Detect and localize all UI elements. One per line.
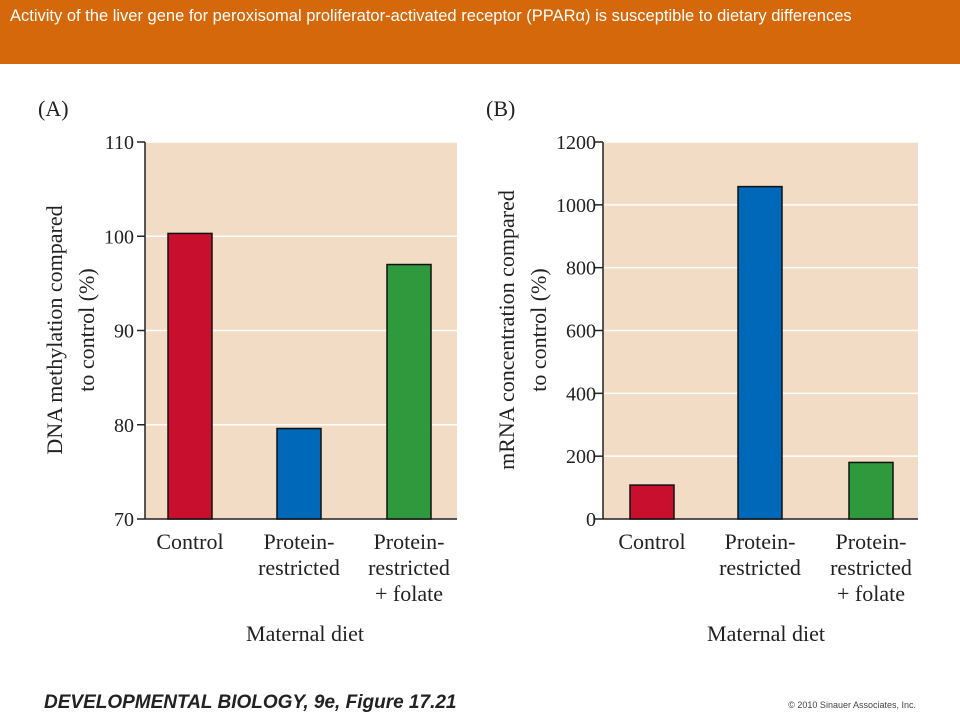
x-category-label: restricted	[719, 555, 801, 580]
y-tick-label: 200	[566, 446, 596, 468]
bar	[848, 461, 894, 520]
y-tick-label: 400	[566, 383, 596, 405]
y-tick-label: 110	[105, 132, 134, 154]
x-category-label: Protein-	[836, 529, 907, 554]
x-category-label: restricted	[830, 555, 912, 580]
figure-caption: DEVELOPMENTAL BIOLOGY, 9e, Figure 17.21	[44, 692, 457, 713]
y-axis-title: to control (%)	[526, 268, 551, 391]
y-tick-label: 800	[566, 258, 596, 280]
x-category-label: restricted	[368, 555, 450, 580]
x-category-label: + folate	[837, 581, 905, 606]
x-category-label: Protein-	[264, 529, 335, 554]
x-category-label: Protein-	[725, 529, 796, 554]
bar	[629, 484, 675, 520]
x-category-label: Protein-	[374, 529, 445, 554]
y-tick-label: 100	[104, 226, 134, 248]
y-tick-label: 1000	[556, 195, 596, 217]
panel-label: (A)	[38, 96, 69, 121]
slide-title: Activity of the liver gene for peroxisom…	[10, 7, 852, 25]
x-category-label: restricted	[258, 555, 340, 580]
slide-title-banner: Activity of the liver gene for peroxisom…	[0, 0, 960, 64]
y-axis-title: to control (%)	[74, 268, 99, 391]
y-tick-label: 90	[114, 321, 134, 343]
panel-label: (B)	[486, 96, 515, 121]
x-axis-title: Maternal diet	[246, 621, 364, 646]
y-tick-label: 600	[566, 321, 596, 343]
y-tick-label: 80	[114, 415, 134, 437]
y-tick-label: 1200	[556, 132, 596, 154]
y-tick-label: 0	[586, 509, 596, 531]
bar	[167, 232, 213, 520]
bar	[737, 185, 783, 520]
x-axis-title: Maternal diet	[707, 621, 825, 646]
bar	[276, 427, 322, 520]
x-category-label: Control	[156, 529, 223, 554]
bar	[386, 263, 432, 520]
y-axis-title: mRNA concentration compared	[494, 190, 519, 470]
x-category-label: Control	[618, 529, 685, 554]
copyright-notice: © 2010 Sinauer Associates, Inc.	[788, 700, 916, 710]
y-axis-title: DNA methylation compared	[42, 205, 67, 454]
x-category-label: + folate	[375, 581, 443, 606]
y-tick-label: 70	[114, 509, 134, 531]
